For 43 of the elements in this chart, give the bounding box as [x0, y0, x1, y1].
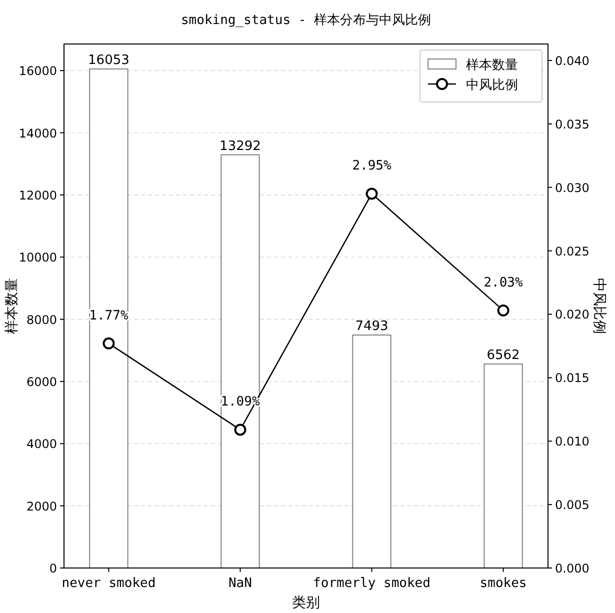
- legend-label: 中风比例: [466, 78, 518, 93]
- y2-tick-label: 0.020: [555, 308, 590, 322]
- x-tick-label: NaN: [228, 576, 252, 591]
- y2-tick-label: 0.010: [555, 434, 590, 449]
- chart-title: smoking_status - 样本分布与中风比例: [180, 13, 432, 28]
- y-tick-label: 16000: [18, 64, 57, 78]
- y-axis-title: 样本数量: [4, 278, 20, 334]
- y-tick-label: 12000: [18, 188, 57, 202]
- y2-axis-title: 中风比例: [591, 278, 607, 334]
- x-axis-title: 类别: [292, 595, 320, 611]
- point: [497, 304, 510, 316]
- y2-tick-label: 0.040: [555, 54, 590, 68]
- data-label: 16053: [88, 52, 130, 68]
- bar: [220, 154, 260, 568]
- point: [102, 337, 115, 350]
- x-tick-label: never smoked: [62, 576, 156, 591]
- x-tick-label: formerly smoked: [313, 576, 430, 591]
- y-tick-label: 6000: [26, 374, 57, 389]
- y-tick-label: 14000: [18, 126, 57, 140]
- y2-tick-label: 0.000: [555, 562, 590, 576]
- legend-label: 样本数量: [466, 58, 518, 73]
- bar: [352, 334, 392, 568]
- bar: [484, 363, 523, 568]
- y2-tick-label: 0.030: [555, 180, 590, 195]
- data-label: 13292: [220, 138, 261, 154]
- y2-tick-label: 0.025: [555, 244, 590, 258]
- y2-tick-label: 0.035: [555, 117, 590, 132]
- data-label: 7493: [355, 319, 388, 334]
- y-tick-label: 0: [49, 562, 57, 576]
- y-tick-label: 8000: [26, 312, 57, 327]
- y-tick-label: 10000: [18, 250, 57, 265]
- data-label: 2.03%: [484, 275, 524, 290]
- y-tick-label: 2000: [26, 499, 57, 514]
- point: [234, 424, 246, 436]
- data-label: 6562: [486, 348, 520, 363]
- point: [366, 188, 378, 200]
- data-label: 2.95%: [352, 158, 392, 174]
- bar: [89, 68, 128, 568]
- y2-tick-label: 0.005: [555, 498, 590, 512]
- y-tick-label: 4000: [26, 437, 57, 452]
- x-tick-label: smokes: [480, 576, 527, 591]
- data-label: 1.77%: [89, 308, 128, 324]
- y2-tick-label: 0.015: [555, 371, 590, 386]
